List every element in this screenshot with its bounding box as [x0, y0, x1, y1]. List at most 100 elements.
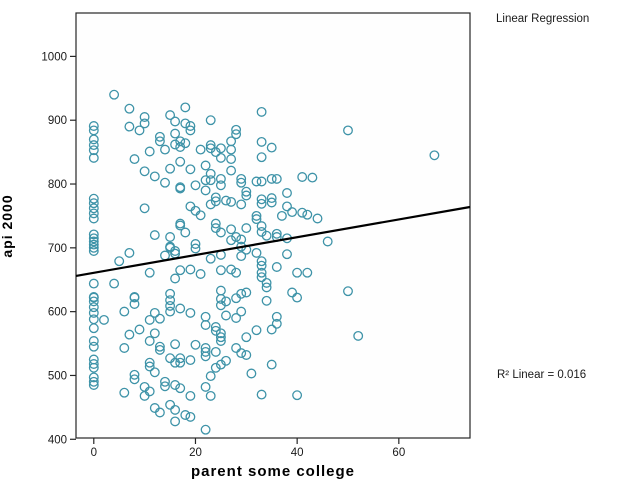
data-point — [256, 267, 267, 278]
data-point — [322, 236, 333, 247]
data-point — [251, 210, 262, 221]
data-point — [256, 256, 267, 267]
data-point — [292, 292, 303, 303]
data-point — [129, 299, 140, 309]
data-point — [195, 269, 206, 279]
data-point — [154, 341, 165, 352]
data-point — [226, 196, 237, 207]
data-point — [180, 102, 191, 113]
data-point — [88, 359, 99, 369]
data-point — [256, 106, 267, 117]
svg-text:600: 600 — [48, 307, 67, 319]
data-point — [185, 264, 196, 275]
data-point — [231, 124, 242, 135]
data-point — [266, 324, 277, 335]
data-point — [215, 359, 226, 370]
data-point — [175, 220, 186, 231]
data-point — [119, 306, 130, 317]
data-point — [236, 348, 247, 359]
data-point — [307, 172, 318, 183]
data-point — [200, 351, 211, 362]
data-point — [256, 198, 267, 209]
data-point — [170, 273, 181, 284]
data-point — [185, 355, 196, 366]
data-point — [88, 134, 99, 145]
data-point — [88, 376, 99, 387]
data-point — [251, 325, 262, 336]
data-point — [170, 116, 181, 127]
data-point — [190, 339, 201, 350]
data-point — [124, 103, 135, 114]
data-point — [215, 152, 226, 163]
data-point — [282, 188, 292, 198]
data-point — [88, 239, 99, 250]
data-point — [292, 267, 303, 278]
data-point — [88, 307, 99, 318]
data-point — [175, 136, 186, 147]
data-point — [200, 320, 211, 330]
data-point — [129, 374, 140, 385]
data-point — [226, 154, 237, 165]
data-point — [241, 332, 252, 343]
data-point — [271, 173, 282, 184]
data-point — [88, 292, 99, 303]
data-point — [124, 121, 135, 132]
data-point — [429, 150, 440, 161]
y-axis-title: api 2000 — [0, 194, 15, 258]
data-point — [210, 325, 221, 336]
scatter-points — [88, 89, 440, 435]
data-point — [160, 144, 170, 155]
data-point — [282, 249, 292, 260]
data-point — [236, 199, 247, 210]
data-point — [170, 357, 181, 368]
data-point — [200, 185, 211, 196]
data-point — [185, 307, 196, 318]
data-point — [170, 416, 181, 427]
data-point — [149, 307, 160, 318]
data-point — [190, 243, 201, 254]
data-point — [185, 121, 196, 131]
data-point — [231, 267, 242, 278]
data-point — [256, 136, 267, 147]
svg-text:800: 800 — [48, 179, 67, 191]
data-point — [124, 247, 135, 258]
data-point — [88, 213, 99, 224]
data-point — [175, 357, 186, 368]
data-point — [261, 295, 272, 306]
data-point — [124, 329, 135, 340]
data-point — [180, 410, 191, 420]
data-point — [99, 314, 109, 325]
data-point — [88, 246, 99, 256]
data-point — [195, 144, 206, 155]
data-point — [241, 223, 252, 234]
data-point — [256, 272, 267, 283]
data-point — [149, 230, 160, 241]
data-point — [109, 278, 120, 289]
data-point — [165, 288, 176, 299]
data-point — [261, 282, 272, 293]
data-point — [195, 210, 206, 221]
svg-text:900: 900 — [48, 115, 67, 127]
data-point — [139, 112, 150, 122]
data-point — [251, 176, 262, 187]
data-point — [134, 125, 145, 136]
data-point — [139, 203, 150, 214]
data-point — [88, 193, 99, 204]
data-point — [210, 192, 221, 203]
data-point — [185, 164, 196, 175]
data-point — [251, 247, 262, 258]
data-point — [165, 232, 176, 242]
data-point — [241, 287, 252, 298]
data-point — [88, 208, 99, 219]
data-point — [200, 381, 211, 392]
data-point — [231, 232, 242, 242]
data-point — [160, 177, 170, 188]
data-point — [144, 267, 155, 278]
data-point — [149, 328, 160, 339]
data-point — [139, 118, 150, 129]
data-point — [144, 314, 155, 325]
data-point — [175, 156, 186, 167]
data-point — [190, 239, 201, 249]
data-point — [205, 175, 216, 186]
data-point — [282, 201, 292, 212]
